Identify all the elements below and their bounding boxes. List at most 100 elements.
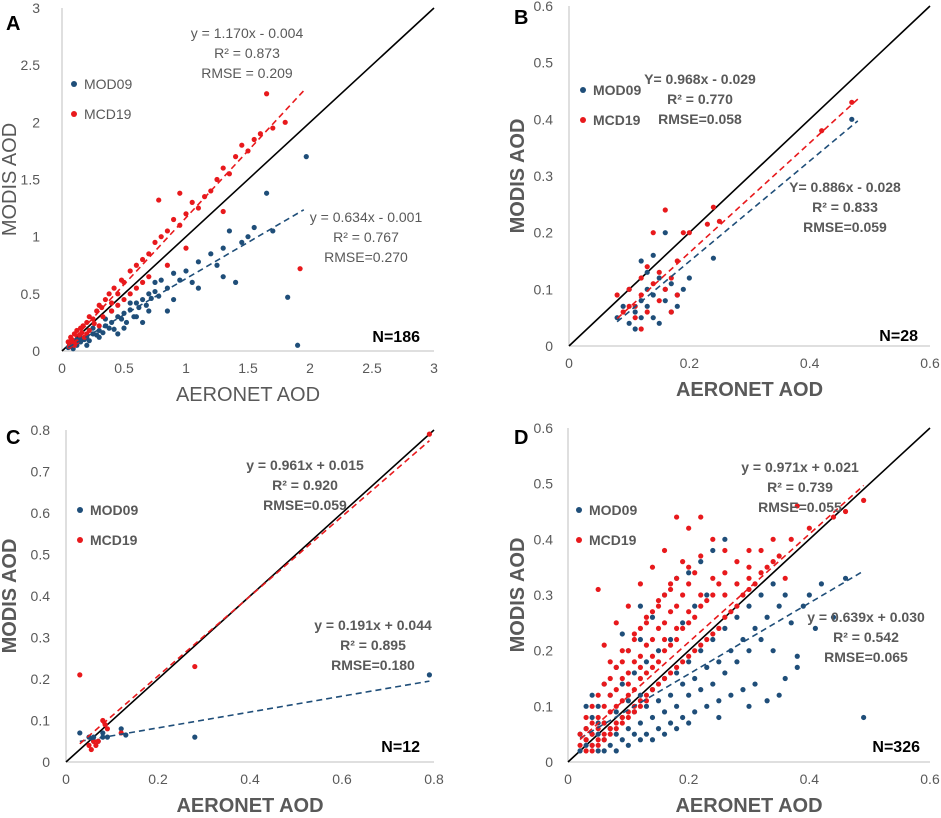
data-point-mod09 (667, 692, 674, 698)
data-point-mod09 (577, 748, 583, 754)
data-point-mod09 (649, 714, 656, 721)
data-point-mod09 (668, 281, 674, 287)
data-point-mcd19 (626, 303, 632, 309)
data-point-mcd19 (251, 136, 257, 143)
data-point-mod09 (698, 559, 704, 565)
data-point-mcd19 (698, 642, 704, 648)
data-point-mcd19 (674, 575, 680, 581)
data-point-mcd19 (121, 296, 127, 303)
data-point-mcd19 (595, 742, 601, 748)
data-point-mod09 (704, 703, 710, 709)
data-point-mod09 (220, 274, 226, 280)
data-point-mod09 (595, 748, 601, 754)
data-point-mcd19 (631, 687, 637, 693)
data-point-mcd19 (728, 609, 734, 615)
data-point-mcd19 (667, 586, 674, 593)
data-point-mcd19 (782, 575, 788, 581)
data-point-mod09 (710, 636, 716, 643)
panel-d: 0 0.2 0.4 0.6 0 0.1 0.2 0.3 0.4 0.5 0.6 AERONET AOD… (507, 420, 940, 817)
regression-annotation-mod09: Y= 0.886x - 0.028 (789, 179, 901, 195)
data-point-mod09 (143, 302, 149, 308)
x-tick-label: 0.4 (800, 771, 820, 787)
data-point-mcd19 (650, 230, 656, 236)
y-tick-label: 0.2 (534, 225, 554, 241)
data-point-mod09 (96, 327, 102, 334)
data-point-mod09 (649, 614, 656, 620)
y-tick-label: 0.6 (534, 0, 554, 14)
x-tick-label: 0.2 (148, 771, 168, 787)
data-point-mcd19 (86, 742, 92, 749)
data-point-mcd19 (177, 190, 183, 196)
data-point-mod09 (650, 315, 656, 321)
data-point-mcd19 (631, 636, 637, 643)
data-point-mod09 (140, 319, 146, 326)
data-point-mcd19 (156, 197, 162, 203)
data-point-mcd19 (625, 648, 631, 654)
data-point-mod09 (583, 703, 589, 709)
series-mod09 (65, 154, 309, 352)
data-point-mcd19 (84, 319, 90, 326)
legend-label-mcd19: MCD19 (90, 532, 138, 548)
panel-label: B (514, 7, 528, 29)
data-point-mcd19 (674, 625, 680, 632)
data-point-mod09 (226, 228, 232, 234)
data-point-mod09 (620, 303, 626, 309)
series-mod09 (577, 536, 867, 754)
data-point-mod09 (776, 603, 782, 609)
data-point-mcd19 (133, 262, 139, 268)
regression-annotation-mod09: R² = 0.895 (340, 637, 406, 653)
regression-annotation-mcd19: R² = 0.873 (214, 45, 280, 61)
y-tick-label: 0.1 (31, 713, 51, 729)
data-point-mcd19 (583, 748, 589, 754)
data-point-mcd19 (661, 592, 668, 598)
data-point-mod09 (100, 730, 106, 736)
y-tick-label: 0.1 (534, 281, 554, 297)
data-point-mcd19 (111, 285, 117, 291)
data-point-mcd19 (619, 714, 625, 721)
data-point-mod09 (195, 285, 201, 291)
data-point-mcd19 (638, 326, 644, 332)
data-point-mcd19 (662, 207, 668, 213)
data-point-mod09 (601, 748, 607, 754)
y-axis-label: MODIS AOD (507, 119, 529, 234)
data-point-mcd19 (680, 559, 686, 565)
regression-annotation-mod09: y = 0.634x - 0.001 (310, 209, 423, 225)
data-point-mod09 (195, 259, 201, 265)
data-point-mcd19 (192, 663, 198, 670)
data-point-mod09 (692, 675, 698, 682)
data-point-mod09 (220, 245, 226, 251)
data-point-mcd19 (680, 625, 686, 632)
data-point-mod09 (96, 334, 102, 340)
data-point-mod09 (127, 300, 133, 306)
data-point-mcd19 (674, 514, 680, 520)
data-point-mcd19 (637, 703, 644, 709)
data-point-mcd19 (667, 609, 674, 615)
data-point-mod09 (171, 270, 177, 276)
data-point-mod09 (643, 703, 650, 709)
data-point-mod09 (788, 620, 794, 626)
data-point-mod09 (704, 664, 710, 670)
y-tick-label: 0 (545, 754, 553, 770)
data-point-mcd19 (686, 230, 692, 236)
data-point-mcd19 (716, 218, 723, 224)
data-point-mcd19 (661, 648, 668, 654)
data-point-mod09 (115, 331, 121, 337)
data-point-mcd19 (667, 670, 674, 676)
x-tick-label: 1 (182, 360, 190, 376)
data-point-mcd19 (643, 670, 650, 676)
data-point-mcd19 (106, 291, 112, 297)
data-point-mcd19 (764, 564, 770, 570)
y-axis-label: MODIS AOD (0, 539, 21, 654)
data-point-mcd19 (233, 154, 239, 160)
data-point-mcd19 (668, 309, 674, 315)
data-point-mcd19 (625, 681, 631, 687)
data-point-mcd19 (631, 709, 637, 715)
data-point-mcd19 (601, 703, 607, 709)
x-tick-label: 0 (58, 360, 66, 376)
data-point-mcd19 (686, 525, 692, 531)
data-point-mod09 (100, 330, 106, 336)
data-point-mod09 (794, 653, 800, 659)
data-point-mcd19 (589, 720, 595, 726)
y-tick-label: 0.3 (31, 630, 51, 646)
data-point-mod09 (686, 720, 692, 726)
